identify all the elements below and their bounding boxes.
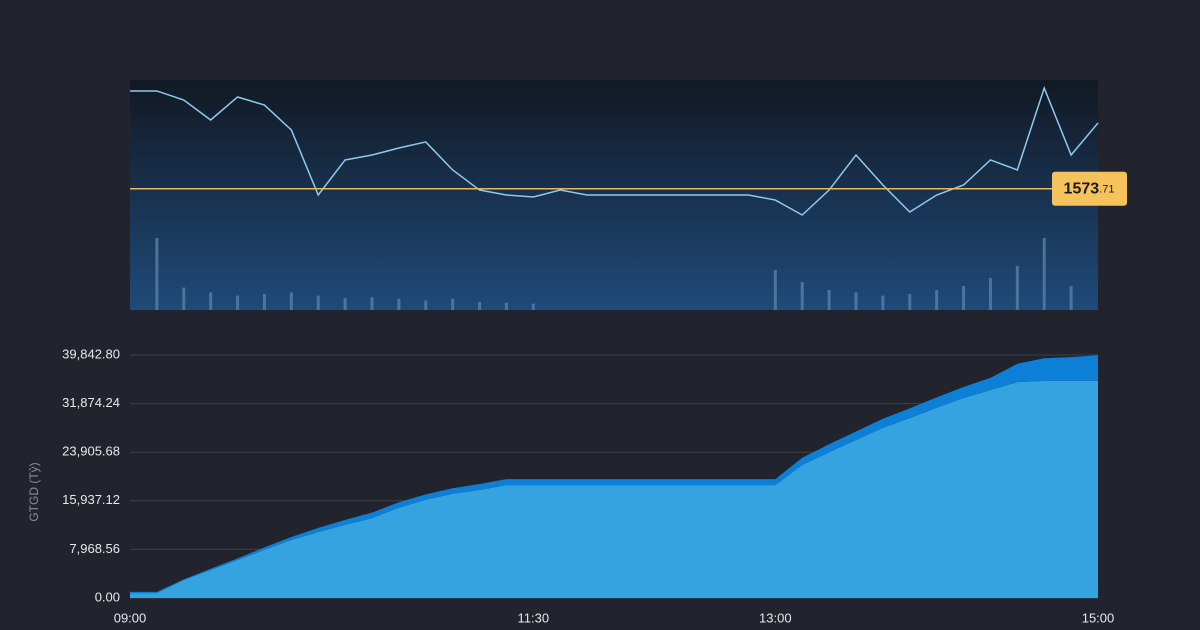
volume-bar — [155, 238, 159, 310]
y-tick-label: 39,842.80 — [62, 346, 120, 361]
value-area — [130, 380, 1098, 598]
volume-bar — [935, 290, 939, 310]
y-tick-label: 23,905.68 — [62, 444, 120, 459]
volume-bar — [289, 292, 293, 310]
volume-bar — [962, 286, 966, 310]
volume-bar — [424, 300, 428, 310]
reference-label-decimal: .71 — [1099, 184, 1114, 196]
volume-bar — [908, 294, 912, 310]
volume-bar — [827, 290, 831, 310]
y-tick-label: 7,968.56 — [69, 541, 120, 556]
x-tick-label: 15:00 — [1082, 610, 1115, 625]
y-axis-title: GTGD (Tỷ) — [27, 462, 41, 521]
reference-label-box — [1052, 171, 1127, 206]
volume-bar — [343, 298, 347, 310]
volume-bar — [236, 295, 240, 310]
volume-bar — [1069, 286, 1073, 310]
volume-bar — [370, 297, 374, 310]
volume-bar — [854, 292, 858, 310]
volume-bar — [1015, 266, 1019, 310]
volume-bar — [262, 294, 266, 310]
volume-bar — [1042, 238, 1046, 310]
reference-label: 1573.71 — [1064, 181, 1115, 198]
volume-bar — [316, 295, 320, 310]
volume-bar — [531, 303, 535, 310]
reference-label-main: 1573 — [1064, 181, 1100, 198]
x-tick-label: 09:00 — [114, 610, 147, 625]
price-line — [130, 85, 1099, 216]
x-tick-label: 13:00 — [759, 610, 792, 625]
y-tick-label: 31,874.24 — [62, 395, 120, 410]
volume-bar — [478, 302, 482, 310]
volume-bar — [209, 292, 213, 310]
volume-bar — [504, 302, 508, 310]
value-area — [130, 355, 1098, 594]
y-tick-label: 0.00 — [95, 589, 120, 604]
x-tick-label: 11:30 — [518, 610, 550, 625]
volume-bar — [451, 298, 455, 310]
volume-bar — [182, 287, 186, 310]
y-tick-label: 15,937.12 — [62, 492, 120, 507]
volume-bar — [397, 298, 401, 310]
volume-bar — [773, 270, 777, 310]
volume-bar — [988, 278, 992, 310]
volume-bar — [800, 282, 804, 310]
volume-bar — [881, 295, 885, 310]
